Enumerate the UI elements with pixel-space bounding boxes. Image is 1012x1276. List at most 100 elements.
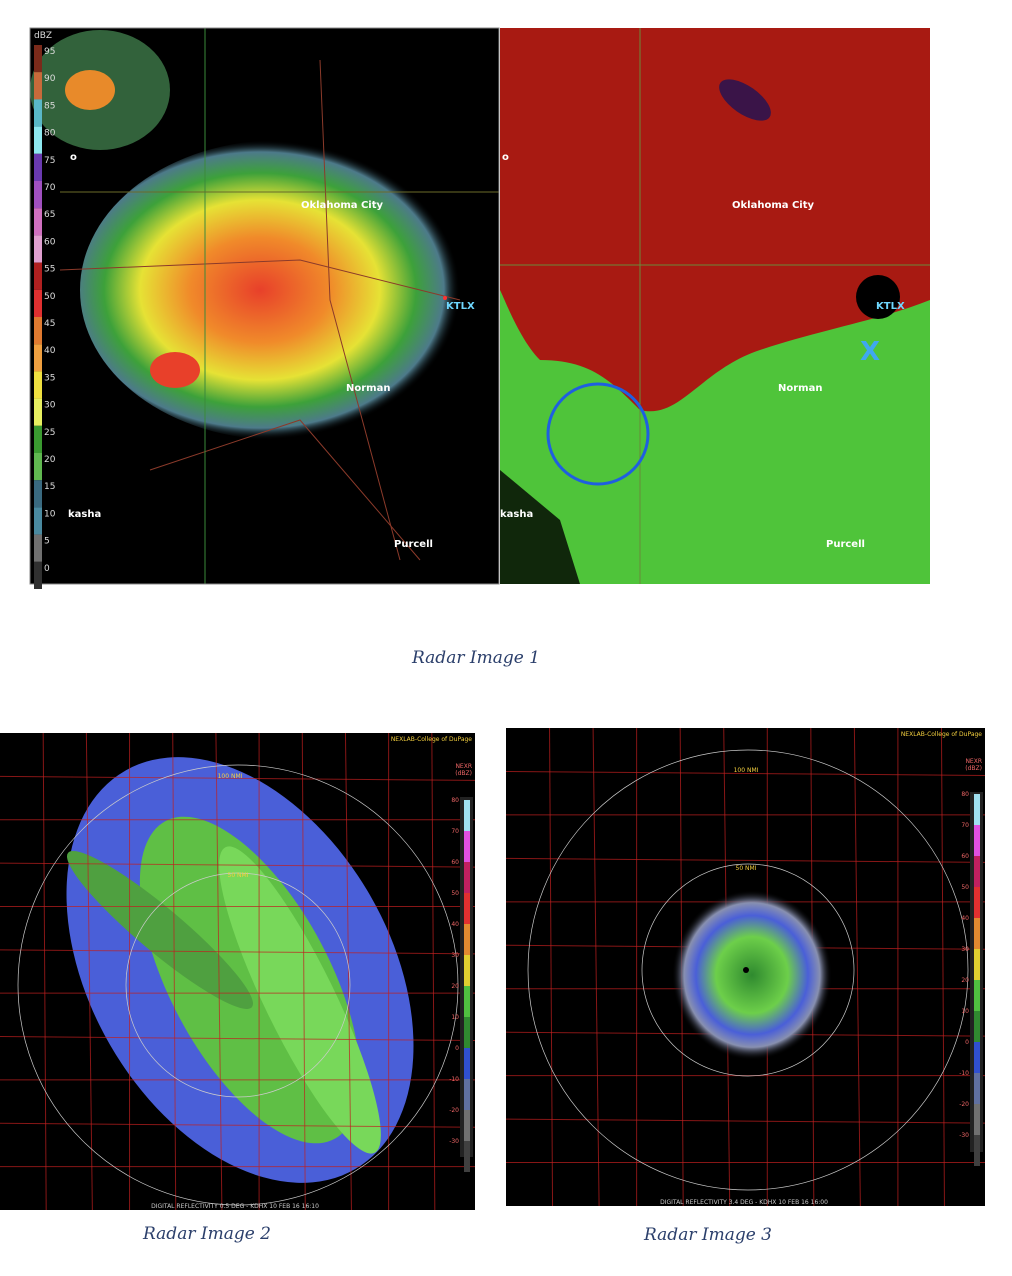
scale-label: 80 <box>961 791 969 798</box>
scale-swatch <box>464 893 470 924</box>
scale-swatch <box>34 208 42 236</box>
scale-swatch <box>974 1042 980 1073</box>
scale-label: 0 <box>965 1039 969 1046</box>
scale-swatch <box>464 955 470 986</box>
scale-label: 20 <box>961 977 969 984</box>
scale-label: 50 <box>451 890 459 897</box>
scale-label: -10 <box>959 1070 969 1077</box>
scale-label: 80 <box>44 129 56 139</box>
panel-frame <box>29 27 500 585</box>
county-line <box>172 733 177 1210</box>
marker: X <box>860 337 880 367</box>
reflectivity-panel <box>30 28 499 584</box>
scale-swatch <box>34 126 42 154</box>
county-line <box>506 857 985 863</box>
county-line <box>431 733 436 1210</box>
radar-image-3 <box>506 728 985 1206</box>
scale-label: -20 <box>449 1107 459 1114</box>
scale-label: 50 <box>961 884 969 891</box>
place-label: Purcell <box>826 539 865 550</box>
county-line <box>0 1036 475 1042</box>
radar-image-2 <box>0 733 475 1210</box>
scale-label: 95 <box>44 47 55 57</box>
caption: Radar Image 3 <box>643 1225 772 1245</box>
county-line <box>85 733 93 1210</box>
caption: Radar Image 2 <box>142 1224 271 1244</box>
velocity-panel <box>500 28 930 584</box>
place-label: Norman <box>778 383 822 394</box>
place-label: Oklahoma City <box>301 200 384 211</box>
scale-label: 60 <box>451 859 459 866</box>
scale-swatch <box>974 980 980 1011</box>
county-line <box>301 733 306 1210</box>
scale-label: 55 <box>44 265 55 275</box>
scale-swatch <box>464 924 470 955</box>
scale-label: 60 <box>44 237 56 247</box>
credit: NEXLAB-College of DuPage <box>391 736 472 743</box>
scale-swatch <box>34 398 42 426</box>
scale-label: 30 <box>44 401 56 411</box>
county-line <box>853 728 861 1206</box>
scale-swatch <box>974 949 980 980</box>
scale-swatch <box>34 534 42 562</box>
scale-label: 50 <box>44 292 56 302</box>
county-line <box>0 862 475 868</box>
scale-swatch <box>34 480 42 508</box>
scale-label: -30 <box>449 1138 459 1145</box>
scale-label: -10 <box>449 1076 459 1083</box>
place-label: Purcell <box>394 539 433 550</box>
place-label: Norman <box>346 383 390 394</box>
scale-swatch <box>974 918 980 949</box>
scale-swatch <box>34 262 42 290</box>
ring-label: 100 NMI <box>734 767 759 774</box>
scale-label: 25 <box>44 428 55 438</box>
county-line <box>940 728 945 1206</box>
scale-swatch <box>34 45 42 73</box>
caption: Radar Image 1 <box>411 648 540 668</box>
scale-swatch <box>974 1073 980 1104</box>
ring-label: 50 NMI <box>736 865 757 872</box>
scale-label: 0 <box>455 1045 459 1052</box>
ring-label: 50 NMI <box>228 872 249 879</box>
scale-swatch <box>464 986 470 1017</box>
scale-label: 10 <box>44 509 56 519</box>
unit: (dBZ) <box>455 770 472 777</box>
place-label: KTLX <box>446 301 475 312</box>
ring-label: 100 NMI <box>218 773 243 780</box>
scale-swatch <box>34 72 42 100</box>
place-label: Oklahoma City <box>732 200 815 211</box>
scale-label: 90 <box>44 74 56 84</box>
scale-label: -20 <box>959 1101 969 1108</box>
county-line <box>42 733 47 1210</box>
scale-label: 20 <box>44 455 56 465</box>
scale-swatch <box>974 1135 980 1166</box>
scale-label: 45 <box>44 319 55 329</box>
scale-swatch <box>34 99 42 127</box>
county-line <box>344 733 352 1210</box>
highlight-circle <box>546 382 650 486</box>
scale-swatch <box>34 289 42 317</box>
product: NEXR <box>455 763 472 770</box>
scale-swatch <box>34 317 42 345</box>
footer: DIGITAL REFLECTIVITY 3.4 DEG - KDHX 10 F… <box>660 1199 828 1206</box>
scale-swatch <box>464 862 470 893</box>
scale-swatch <box>34 453 42 481</box>
scale-label: 65 <box>44 210 55 220</box>
county-line <box>0 775 475 781</box>
scale-label: 40 <box>451 921 459 928</box>
county-line <box>215 733 223 1210</box>
scale-swatch <box>464 1079 470 1110</box>
county-line <box>0 949 475 955</box>
county-line <box>506 770 985 776</box>
scale-swatch <box>34 425 42 453</box>
scale-swatch <box>464 831 470 862</box>
scale-swatch <box>34 507 42 535</box>
scale-swatch <box>464 1110 470 1141</box>
scale-label: 10 <box>451 1014 459 1021</box>
scale-swatch <box>464 1017 470 1048</box>
county-line <box>592 728 600 1206</box>
scale-swatch <box>34 371 42 399</box>
scale-swatch <box>34 181 42 209</box>
